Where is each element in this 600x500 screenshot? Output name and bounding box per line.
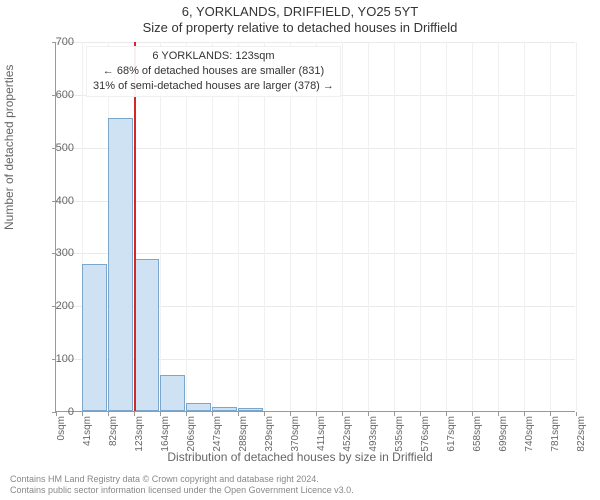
vgridline bbox=[290, 42, 291, 411]
histogram-bar bbox=[186, 403, 211, 411]
xtick-label: 329sqm bbox=[264, 416, 275, 452]
ytick-label: 500 bbox=[34, 142, 74, 154]
vgridline bbox=[368, 42, 369, 411]
xtick-label: 288sqm bbox=[238, 416, 249, 452]
vgridline bbox=[472, 42, 473, 411]
ytick-label: 600 bbox=[34, 89, 74, 101]
xtick-label: 370sqm bbox=[290, 416, 301, 452]
vgridline bbox=[420, 42, 421, 411]
xtick-label: 822sqm bbox=[576, 416, 587, 452]
xtick-label: 658sqm bbox=[472, 416, 483, 452]
histogram-bar bbox=[108, 118, 133, 411]
xtick-label: 41sqm bbox=[82, 416, 93, 446]
footer-line-2: Contains public sector information licen… bbox=[10, 485, 354, 496]
vgridline bbox=[576, 42, 577, 411]
plot-area: 0sqm41sqm82sqm123sqm164sqm206sqm247sqm28… bbox=[55, 42, 575, 412]
chart-title-block: 6, YORKLANDS, DRIFFIELD, YO25 5YT Size o… bbox=[0, 0, 600, 35]
xtick-label: 123sqm bbox=[134, 416, 145, 452]
xtick-label: 247sqm bbox=[212, 416, 223, 452]
x-axis-label: Distribution of detached houses by size … bbox=[0, 450, 600, 464]
footer-line-1: Contains HM Land Registry data © Crown c… bbox=[10, 474, 354, 485]
xtick-label: 493sqm bbox=[368, 416, 379, 452]
y-axis-label: Number of detached properties bbox=[2, 65, 16, 230]
xtick-label: 82sqm bbox=[108, 416, 119, 446]
annotation-line-3: 31% of semi-detached houses are larger (… bbox=[93, 79, 334, 94]
vgridline bbox=[264, 42, 265, 411]
address-title: 6, YORKLANDS, DRIFFIELD, YO25 5YT bbox=[0, 4, 600, 19]
histogram-bar bbox=[82, 264, 107, 411]
vgridline bbox=[238, 42, 239, 411]
vgridline bbox=[550, 42, 551, 411]
vgridline bbox=[316, 42, 317, 411]
ytick-label: 700 bbox=[34, 36, 74, 48]
ytick-label: 200 bbox=[34, 300, 74, 312]
vgridline bbox=[160, 42, 161, 411]
vgridline bbox=[524, 42, 525, 411]
vgridline bbox=[342, 42, 343, 411]
histogram-bar bbox=[212, 407, 237, 411]
ytick-label: 300 bbox=[34, 247, 74, 259]
property-marker-line bbox=[134, 42, 136, 411]
xtick-label: 617sqm bbox=[446, 416, 457, 452]
histogram-bar bbox=[160, 375, 186, 411]
vgridline bbox=[394, 42, 395, 411]
vgridline bbox=[446, 42, 447, 411]
xtick-label: 452sqm bbox=[342, 416, 353, 452]
xtick-label: 740sqm bbox=[524, 416, 535, 452]
vgridline bbox=[212, 42, 213, 411]
annotation-line-1: 6 YORKLANDS: 123sqm bbox=[93, 49, 334, 64]
chart-area: 0sqm41sqm82sqm123sqm164sqm206sqm247sqm28… bbox=[55, 42, 575, 412]
annotation-line-2: ← 68% of detached houses are smaller (83… bbox=[93, 64, 334, 79]
subtitle: Size of property relative to detached ho… bbox=[0, 20, 600, 35]
histogram-bar bbox=[134, 259, 159, 411]
xtick-label: 0sqm bbox=[56, 416, 67, 440]
xtick-label: 411sqm bbox=[316, 416, 327, 451]
histogram-bar bbox=[238, 408, 263, 411]
vgridline bbox=[498, 42, 499, 411]
xtick-label: 206sqm bbox=[186, 416, 197, 452]
ytick-label: 0 bbox=[34, 406, 74, 418]
xtick-label: 699sqm bbox=[498, 416, 509, 452]
ytick-label: 400 bbox=[34, 195, 74, 207]
xtick-label: 164sqm bbox=[160, 416, 171, 452]
vgridline bbox=[186, 42, 187, 411]
annotation-box: 6 YORKLANDS: 123sqm← 68% of detached hou… bbox=[86, 46, 341, 97]
xtick-label: 535sqm bbox=[394, 416, 405, 452]
ytick-label: 100 bbox=[34, 353, 74, 365]
xtick-label: 781sqm bbox=[550, 416, 561, 452]
footer-attribution: Contains HM Land Registry data © Crown c… bbox=[10, 474, 354, 497]
xtick-label: 576sqm bbox=[420, 416, 431, 452]
